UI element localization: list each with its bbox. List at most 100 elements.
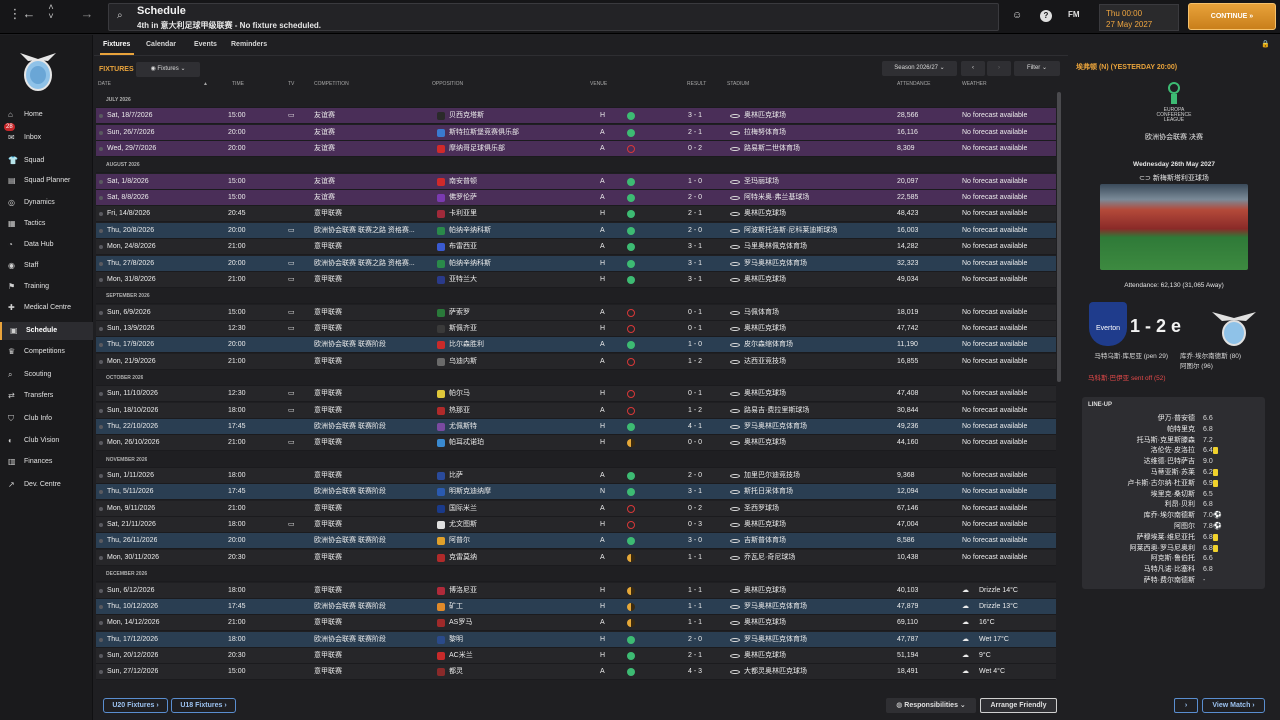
sidebar-item-club-info[interactable]: ⛉ Club Info [0, 410, 93, 428]
opposition-crest[interactable] [437, 128, 445, 137]
fixture-row[interactable]: Sat, 1/8/2026 15:00 友谊赛 南安普顿 A 1 - 0 圣玛丽球场 20,0… [96, 173, 1056, 190]
sidebar-item-transfers[interactable]: ⇄ Transfers [0, 387, 93, 405]
lineup-player[interactable]: 洛伦佐·皮洛拉 6.4 [1082, 446, 1265, 456]
opposition-crest[interactable] [437, 619, 445, 628]
lineup-player[interactable]: 阿莱西奥·罗马尼奥利 6.8 [1082, 544, 1265, 554]
sidebar-item-scouting[interactable]: ⌕ Scouting [0, 366, 93, 384]
fixture-row[interactable]: Sun, 6/12/2026 18:00 意甲联赛 博洛尼亚 H 1 - 1 奥林匹克球场 4… [96, 582, 1056, 599]
forward-arrow-icon[interactable]: → [80, 6, 94, 21]
opposition-crest[interactable] [437, 668, 445, 677]
opposition-crest[interactable] [437, 406, 445, 415]
sidebar-item-staff[interactable]: ◉ Staff [0, 257, 93, 275]
fixture-row[interactable]: Sat, 8/8/2026 15:00 友谊赛 佛罗伦萨 A 2 - 0 阿特米奥·弗兰基球… [96, 190, 1056, 207]
lock-icon[interactable]: 🔒 [1261, 41, 1270, 48]
home-team-badge[interactable]: Everton [1089, 302, 1127, 346]
fixture-row[interactable]: Thu, 10/12/2026 17:45 欧洲协会联赛 联赛阶段 矿工 H 1 - 1 罗… [96, 598, 1056, 615]
table-scrollbar[interactable] [1057, 92, 1061, 382]
fixture-row[interactable]: Mon, 30/11/2026 20:30 意甲联赛 克雷莫纳 A 1 - 1 乔瓦尼·奇尼… [96, 549, 1056, 566]
opposition-crest[interactable] [437, 586, 445, 595]
col-competition[interactable]: COMPETITION [314, 81, 349, 87]
opposition-crest[interactable] [437, 439, 445, 448]
opposition-crest[interactable] [437, 651, 445, 660]
sidebar-item-dynamics[interactable]: ◎ Dynamics [0, 194, 93, 212]
fixture-row[interactable]: Mon, 26/10/2026 21:00 ▭ 意甲联赛 帕耳忒诺珀 H 0 - 0 奥林匹克… [96, 435, 1056, 452]
fixture-row[interactable]: Fri, 14/8/2026 20:45 意甲联赛 卡利亚里 H 2 - 1 奥林匹克球场 4… [96, 206, 1056, 223]
opposition-crest[interactable] [437, 145, 445, 154]
fixture-row[interactable]: Sun, 27/12/2026 15:00 意甲联赛 都灵 A 4 - 3 大都灵奥林匹克球… [96, 664, 1056, 681]
opposition-crest[interactable] [437, 537, 445, 546]
fixture-row[interactable]: Mon, 21/9/2026 21:00 意甲联赛 乌迪内斯 A 1 - 2 达西亚竞技场 1… [96, 353, 1056, 370]
lineup-player[interactable]: 马特凡诺·比塞科 6.8 [1082, 565, 1265, 575]
col-attendance[interactable]: ATTENDANCE [897, 81, 931, 87]
competition-name[interactable]: 欧洲协会联赛 决赛 [1145, 134, 1203, 141]
fixture-row[interactable]: Sun, 6/9/2026 15:00 ▭ 意甲联赛 萨索罗 A 0 - 1 马佩体育场 18,… [96, 304, 1056, 321]
opposition-crest[interactable] [437, 472, 445, 481]
fm-menu-button[interactable]: FM [1068, 10, 1080, 19]
view-match-button[interactable]: View Match › [1202, 698, 1265, 713]
season-selector[interactable]: Season 2026/27 ⌄ [882, 61, 957, 76]
opposition-crest[interactable] [437, 112, 445, 121]
up-down-arrows-icon[interactable]: ˄ ˅ [48, 2, 54, 21]
opposition-crest[interactable] [437, 504, 445, 513]
fixtures-dropdown[interactable]: ◉ Fixtures ⌄ [136, 62, 200, 77]
col-opposition[interactable]: OPPOSITION [432, 81, 464, 87]
opposition-crest[interactable] [437, 553, 445, 562]
col-venue[interactable]: VENUE [590, 81, 608, 87]
help-icon[interactable]: ? [1040, 10, 1052, 22]
fixture-row[interactable]: Mon, 24/8/2026 21:00 意甲联赛 布雷西亚 A 3 - 1 马里奥林佩克体… [96, 239, 1056, 256]
sidebar-item-tactics[interactable]: ▦ Tactics [0, 215, 93, 233]
lineup-player[interactable]: 萨特·费尔南德斯 - [1082, 576, 1265, 586]
prev-season-button[interactable]: ‹ [961, 61, 985, 76]
col-date[interactable]: DATE [98, 81, 111, 87]
lineup-player[interactable]: 埃里克·桑切斯 6.5 [1082, 490, 1265, 500]
opposition-crest[interactable] [437, 194, 445, 203]
opposition-crest[interactable] [437, 324, 445, 333]
opposition-crest[interactable] [437, 177, 445, 186]
fixture-row[interactable]: Sun, 20/12/2026 20:30 意甲联赛 AC米兰 H 2 - 1 奥林匹克球场… [96, 647, 1056, 664]
lineup-player[interactable]: 卢卡斯·古尔纳·杜亚斯 6.9 [1082, 479, 1265, 489]
sidebar-item-inbox[interactable]: ✉ 28 Inbox [0, 123, 93, 147]
opposition-crest[interactable] [437, 308, 445, 317]
opposition-crest[interactable] [437, 423, 445, 431]
next-season-button[interactable]: › [987, 61, 1011, 76]
panel-header[interactable]: 埃弗顿 (N) (YESTERDAY 20:00) [1076, 64, 1178, 71]
away-team-badge[interactable] [1210, 306, 1258, 346]
search-bar[interactable]: ⌕ Schedule 4th in 意大利足球甲级联赛 - No fixture… [108, 3, 999, 31]
fixture-row[interactable]: Mon, 31/8/2026 21:00 ▭ 意甲联赛 亚特兰大 H 3 - 1 奥林匹克球场… [96, 271, 1056, 288]
sidebar-item-finances[interactable]: ▥ Finances [0, 453, 93, 471]
club-crest[interactable] [18, 45, 60, 91]
fixture-row[interactable]: Thu, 5/11/2026 17:45 欧洲协会联赛 联赛阶段 明斯克迪纳摩 N 3 -… [96, 484, 1056, 501]
lineup-player[interactable]: 托马斯·克里斯滕森 7.2 [1082, 436, 1265, 446]
fixture-row[interactable]: Thu, 17/12/2026 18:00 欧洲协会联赛 联赛阶段 黎明 H 2 - 0 罗… [96, 631, 1056, 648]
fixture-row[interactable]: Thu, 22/10/2026 17:45 欧洲协会联赛 联赛阶段 尤佩斯特 H 4 - … [96, 419, 1056, 435]
sidebar-item-training[interactable]: ⚑ Training [0, 278, 93, 296]
lineup-player[interactable]: 库乔·埃尔南德斯 7.0 ⚽ [1082, 511, 1265, 521]
tab-fixtures[interactable]: Fixtures [103, 41, 131, 48]
opposition-crest[interactable] [437, 635, 445, 644]
sidebar-item-dev-centre[interactable]: ↗ Dev. Centre [0, 476, 93, 494]
u20-fixtures-button[interactable]: U20 Fixtures › [103, 698, 168, 713]
menu-icon[interactable]: ⋮ [8, 6, 22, 21]
opposition-crest[interactable] [437, 275, 445, 284]
opposition-crest[interactable] [437, 226, 445, 235]
fixture-row[interactable]: Sun, 13/9/2026 12:30 ▭ 意甲联赛 斯佩齐亚 H 0 - 1 奥林匹克球场… [96, 320, 1056, 337]
lineup-player[interactable]: 伊万·普安德 6.6 [1082, 414, 1265, 424]
col-tv[interactable]: TV [288, 81, 295, 87]
filter-button[interactable]: Filter ⌄ [1014, 61, 1060, 76]
col-weather[interactable]: WEATHER [962, 81, 987, 87]
fixture-row[interactable]: Thu, 26/11/2026 20:00 欧洲协会联赛 联赛阶段 阿普尔 A 3 - 0… [96, 533, 1056, 550]
fixture-row[interactable]: Sun, 26/7/2026 20:00 友谊赛 斯特拉斯堡竞赛俱乐部 A 2 - 1 拉梅… [96, 124, 1056, 141]
next-match-button[interactable]: › [1174, 698, 1198, 713]
lineup-player[interactable]: 萨穆埃莱·维尼亚托 6.8 [1082, 533, 1265, 543]
lineup-player[interactable]: 利昂·贝利 6.8 [1082, 500, 1265, 510]
game-date[interactable]: Thu 00:00 27 May 2027 [1099, 4, 1179, 31]
col-time[interactable]: TIME [232, 81, 244, 87]
opposition-crest[interactable] [437, 243, 445, 252]
opposition-crest[interactable] [437, 357, 445, 366]
opposition-crest[interactable] [437, 488, 445, 497]
arrange-friendly-button[interactable]: Arrange Friendly [980, 698, 1057, 713]
sidebar-item-squad[interactable]: 👕 Squad [0, 152, 93, 170]
responsibilities-button[interactable]: ◍ Responsibilities ⌄ [886, 698, 976, 713]
fixture-row[interactable]: Mon, 14/12/2026 21:00 意甲联赛 AS罗马 A 1 - 1 奥林匹克球场… [96, 615, 1056, 632]
opposition-crest[interactable] [437, 341, 445, 350]
